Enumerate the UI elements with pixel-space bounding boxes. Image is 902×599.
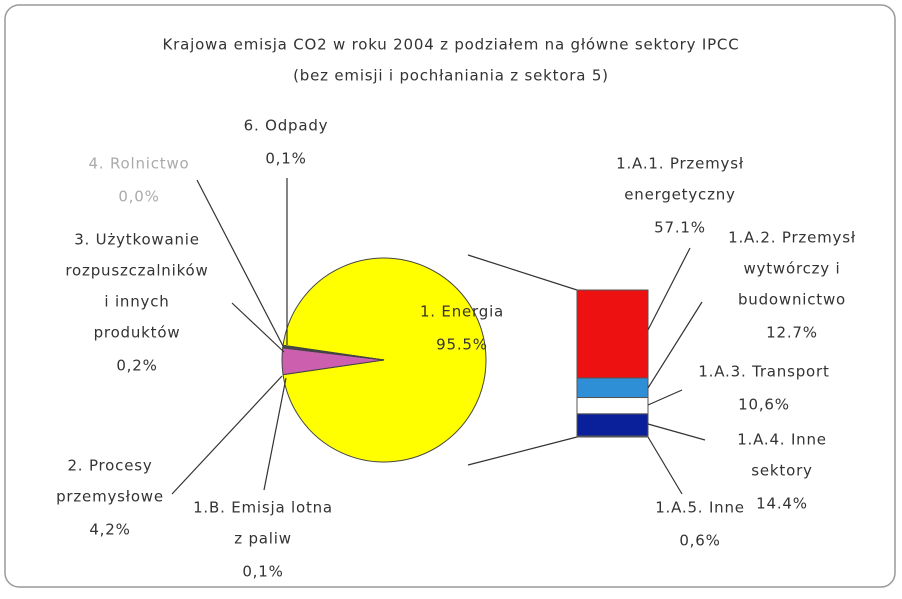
value-label: 10,6% [738,396,790,414]
value-label: 0,6% [679,532,720,550]
category-label: przemysłowe [56,488,164,506]
leader-line [647,436,683,495]
category-label: i innych [104,293,169,311]
bar-segment [576,435,649,438]
value-label: 0,1% [265,150,306,168]
category-label: budownictwo [738,291,846,309]
value-label: 0,0% [118,188,159,206]
value-label: 57.1% [654,219,706,237]
leader-line [647,389,683,406]
pie-slice [282,257,487,463]
leader-line [171,375,283,495]
value-label: 95.5% [436,336,488,354]
bar-segment [576,397,649,415]
leader-line [647,301,703,389]
leader-line [231,302,285,353]
chart-subtitle: (bez emisji i pochłaniania z sektora 5) [293,67,609,85]
category-label: rozpuszczalników [65,262,208,280]
leader-line [647,423,706,441]
leader-line [263,377,287,491]
category-label: 1.A.1. Przemysł [616,155,744,173]
category-label: 1.A.2. Przemysł [728,229,856,247]
category-label: 1.A.4. Inne [737,431,827,449]
category-label: wytwórczy i [743,260,840,278]
category-label: 1.A.5. Inne [655,499,745,517]
leader-line [647,247,691,331]
value-label: 14.4% [756,495,808,513]
category-label: 2. Procesy [67,457,152,475]
category-label: 6. Odpady [244,117,329,135]
bar-segment [576,289,649,379]
category-label: z paliw [234,530,292,548]
category-label: 1.B. Emisja lotna [193,499,333,517]
category-label: energetyczny [624,186,735,204]
bar-segment [576,377,649,399]
category-label: sektory [751,462,812,480]
leader-line [196,179,284,347]
value-label: 12.7% [766,324,818,342]
connector [467,254,578,291]
category-label: 3. Użytkowanie [74,231,200,249]
value-label: 4,2% [89,521,130,539]
category-label: 4. Rolnictwo [88,155,189,173]
category-label: produktów [94,324,181,342]
category-label: 1.A.3. Transport [698,363,829,381]
value-label: 0,1% [242,563,283,581]
connector [467,436,578,466]
value-label: 0,2% [116,357,157,375]
category-label: 1. Energia [420,303,504,321]
bar-segment [576,413,649,437]
chart-title: Krajowa emisja CO2 w roku 2004 z podział… [163,36,740,54]
